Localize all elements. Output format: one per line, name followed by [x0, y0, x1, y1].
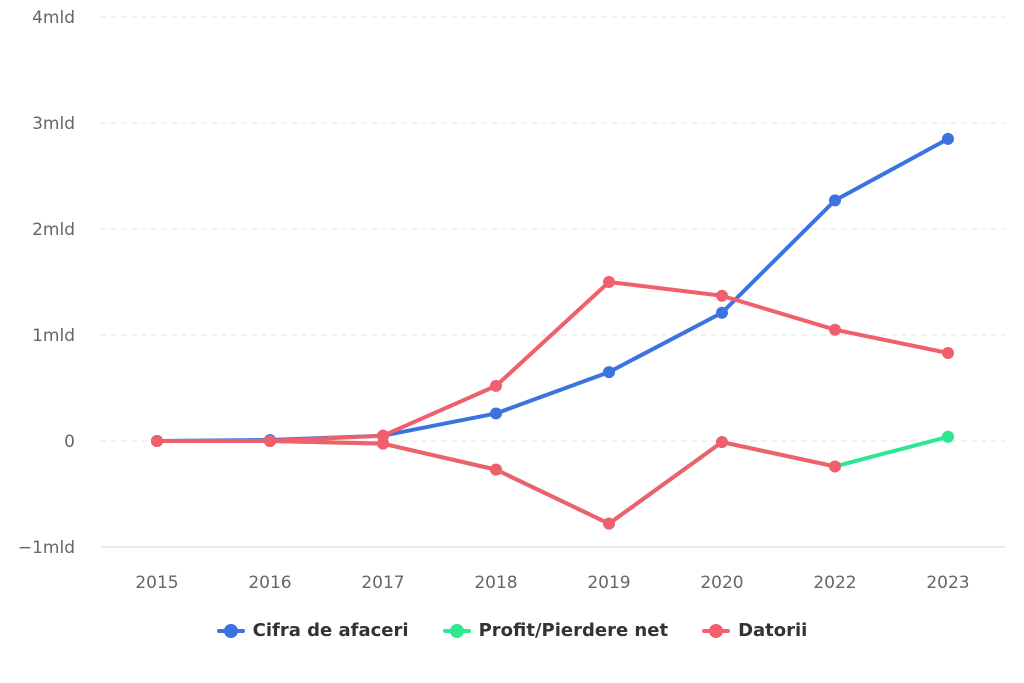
data-point-datorii: [716, 289, 728, 302]
x-tick-label: 2017: [361, 573, 404, 593]
data-point-datorii-front: [264, 435, 276, 447]
y-tick-label: 2mld: [32, 220, 75, 240]
data-point-cifra-de-afaceri: [829, 194, 841, 207]
legend: Cifra de afaceri Profit/Pierdere net Dat…: [0, 620, 1024, 641]
series-line-cifra-de-afaceri: [155, 136, 950, 443]
y-tick-label: 1mld: [32, 326, 75, 346]
legend-label: Cifra de afaceri: [252, 620, 409, 641]
data-point-profit-overlay: [490, 463, 502, 476]
x-tick-label: 2020: [700, 573, 743, 593]
legend-label: Profit/Pierdere net: [478, 620, 669, 641]
series-line-profit-pierdere-net: [155, 434, 950, 526]
y-tick-label: 3mld: [32, 114, 75, 134]
y-tick-label: −1mld: [18, 538, 75, 558]
legend-marker-datorii: [702, 623, 731, 638]
x-tick-label: 2019: [587, 573, 630, 593]
y-tick-label: 0: [64, 432, 75, 452]
data-point-datorii-front: [151, 435, 163, 447]
legend-label: Datorii: [738, 620, 808, 641]
data-point-profit-overlay: [829, 460, 841, 473]
data-point-datorii: [829, 323, 841, 336]
data-point-cifra-de-afaceri: [942, 132, 954, 145]
legend-item-profit-pierdere-net[interactable]: Profit/Pierdere net: [442, 620, 669, 641]
y-tick-label: 4mld: [32, 8, 75, 28]
data-point-cifra-de-afaceri: [716, 306, 728, 319]
data-point-profit-overlay: [603, 517, 615, 530]
x-tick-label: 2022: [813, 573, 856, 593]
legend-marker-cifra-de-afaceri: [216, 623, 245, 638]
data-point-datorii: [490, 379, 502, 392]
x-tick-label: 2015: [135, 573, 178, 593]
data-point-profit-overlay: [716, 436, 728, 449]
data-point-datorii: [942, 347, 954, 360]
x-tick-label: 2016: [248, 573, 291, 593]
data-point-cifra-de-afaceri: [603, 366, 615, 379]
series-line-datorii: [155, 280, 950, 443]
data-point-cifra-de-afaceri: [490, 407, 502, 420]
data-point-datorii: [603, 276, 615, 288]
data-point-datorii-front: [377, 429, 389, 442]
legend-item-cifra-de-afaceri[interactable]: Cifra de afaceri: [216, 620, 409, 641]
x-tick-label: 2023: [926, 573, 969, 593]
legend-marker-profit-pierdere-net: [442, 623, 471, 638]
x-tick-label: 2018: [474, 573, 517, 593]
series-line-profit-overlay: [155, 439, 837, 526]
data-point-profit-last: [942, 430, 954, 443]
line-chart: −1mld 0 1mld 2mld 3mld 4mld 2015 2016 2017 2018 20…: [18, 8, 1005, 593]
legend-item-datorii[interactable]: Datorii: [702, 620, 807, 641]
